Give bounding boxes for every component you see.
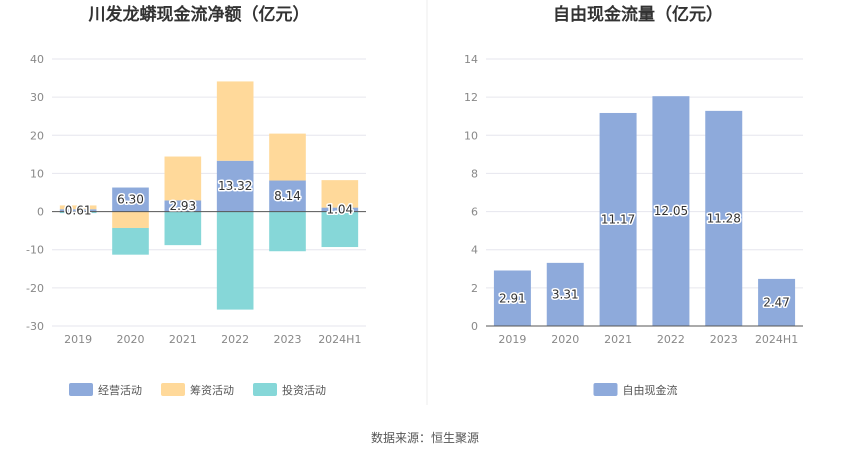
cashflow-bar-经营活动 <box>59 209 97 212</box>
free-cashflow-x-tick: 2024H1 <box>755 333 798 346</box>
free-cashflow-legend-label: 自由现金流 <box>623 383 678 397</box>
free-cashflow-bar-自由现金流 <box>546 262 584 326</box>
cashflow-chart: 川发龙蟒现金流净额（亿元） 40 30 20 10 0 -10 -20 -30 0.61 6.3… <box>26 4 366 397</box>
free-cashflow-bar-自由现金流 <box>599 112 637 327</box>
cashflow-bar-经营活动 <box>112 187 149 212</box>
cashflow-y-tick: 40 <box>30 53 44 66</box>
cashflow-bar-筹资活动 <box>269 133 306 181</box>
cashflow-bar-投资活动 <box>216 211 254 310</box>
free-cashflow-y-tick: 4 <box>471 244 478 257</box>
cashflow-bar-筹资活动 <box>164 156 202 201</box>
cashflow-y-tick: -30 <box>26 320 44 333</box>
cashflow-data-labels: 0.61 6.30 2.93 13.32 8.14 1.04 <box>63 178 354 219</box>
cashflow-bar-经营活动 <box>269 180 306 212</box>
cashflow-y-axis: 40 30 20 10 0 -10 -20 -30 <box>26 53 44 333</box>
cashflow-bar-筹资活动 <box>321 180 359 208</box>
cashflow-y-tick: 20 <box>30 129 44 142</box>
cashflow-bar-投资活动 <box>164 211 202 246</box>
free-cashflow-chart-title: 自由现金流量（亿元） <box>553 4 723 25</box>
cashflow-x-tick: 2022 <box>221 333 249 346</box>
cashflow-x-axis: 2019 2020 2021 2022 2023 2024H1 <box>64 333 361 346</box>
cashflow-y-tick: 0 <box>37 206 44 219</box>
free-cashflow-bar-自由现金流 <box>758 278 796 326</box>
cashflow-data-label: 0.61 <box>65 203 92 217</box>
free-cashflow-y-tick: 12 <box>464 91 478 104</box>
cashflow-x-tick: 2024H1 <box>318 333 361 346</box>
free-cashflow-x-tick: 2021 <box>604 333 632 346</box>
cashflow-data-label: 1.04 <box>326 203 353 217</box>
cashflow-chart-title: 川发龙蟒现金流净额（亿元） <box>88 4 310 25</box>
free-cashflow-bar-自由现金流 <box>493 270 531 326</box>
free-cashflow-data-label: 2.47 <box>763 295 790 309</box>
cashflow-y-tick: -10 <box>26 244 44 257</box>
cashflow-legend-label: 筹资活动 <box>190 383 234 397</box>
free-cashflow-x-tick: 2023 <box>710 333 738 346</box>
cashflow-y-tick: 10 <box>30 167 44 180</box>
cashflow-legend-label: 投资活动 <box>282 383 326 397</box>
free-cashflow-x-tick: 2020 <box>551 333 579 346</box>
free-cashflow-chart: 自由现金流量（亿元） 14 12 10 8 6 4 2 0 2.91 3.31 11.17 12.0… <box>464 4 803 397</box>
cashflow-legend: 经营活动 筹资活动 投资活动 <box>69 383 326 397</box>
cashflow-bar-投资活动 <box>321 211 359 248</box>
cashflow-y-tick: -20 <box>26 282 44 295</box>
free-cashflow-y-tick: 2 <box>471 282 478 295</box>
cashflow-bar-投资活动 <box>59 211 97 214</box>
cashflow-data-label: 8.14 <box>274 189 301 203</box>
cashflow-bar-筹资活动 <box>112 211 149 228</box>
free-cashflow-bar-自由现金流 <box>705 110 743 326</box>
cashflow-legend-swatch <box>161 383 185 396</box>
cashflow-bar-筹资活动 <box>59 205 97 210</box>
cashflow-bar-投资活动 <box>112 227 149 255</box>
cashflow-y-tick: 30 <box>30 91 44 104</box>
free-cashflow-y-tick: 14 <box>464 53 478 66</box>
free-cashflow-y-tick: 8 <box>471 167 478 180</box>
free-cashflow-x-tick: 2022 <box>657 333 685 346</box>
cashflow-bar-经营活动 <box>321 207 359 212</box>
free-cashflow-data-label: 3.31 <box>552 287 579 301</box>
cashflow-bar-筹资活动 <box>216 81 254 161</box>
cashflow-x-tick: 2019 <box>64 333 92 346</box>
cashflow-x-tick: 2023 <box>274 333 302 346</box>
cashflow-x-tick: 2021 <box>169 333 197 346</box>
cashflow-bars <box>59 81 359 310</box>
free-cashflow-data-label: 12.05 <box>654 204 688 218</box>
free-cashflow-grid <box>486 58 803 289</box>
cashflow-data-label: 6.30 <box>117 193 144 207</box>
free-cashflow-legend: 自由现金流 <box>593 383 678 397</box>
free-cashflow-x-tick: 2019 <box>498 333 526 346</box>
free-cashflow-bar-自由现金流 <box>652 96 690 326</box>
free-cashflow-data-labels: 2.91 3.31 11.17 12.05 11.28 2.47 <box>498 203 792 311</box>
free-cashflow-legend-swatch <box>593 383 618 396</box>
cashflow-legend-label: 经营活动 <box>98 383 142 397</box>
cashflow-legend-swatch <box>69 383 93 396</box>
free-cashflow-y-tick: 6 <box>471 206 478 219</box>
cashflow-x-tick: 2020 <box>117 333 145 346</box>
cashflow-grid <box>52 58 366 327</box>
free-cashflow-y-tick: 10 <box>464 129 478 142</box>
cashflow-bar-经营活动 <box>216 160 254 212</box>
free-cashflow-y-tick: 0 <box>471 320 478 333</box>
free-cashflow-bars <box>493 96 796 327</box>
cashflow-legend-swatch <box>253 383 277 396</box>
free-cashflow-y-axis: 14 12 10 8 6 4 2 0 <box>464 53 478 333</box>
free-cashflow-x-axis: 2019 2020 2021 2022 2023 2024H1 <box>498 333 798 346</box>
cashflow-bar-投资活动 <box>269 211 306 252</box>
cashflow-data-label: 13.32 <box>218 179 252 193</box>
cashflow-bar-经营活动 <box>164 200 202 212</box>
free-cashflow-data-label: 11.17 <box>601 212 635 226</box>
cashflow-data-label: 2.93 <box>169 199 196 213</box>
free-cashflow-data-label: 11.28 <box>707 211 741 225</box>
data-source: 数据来源：恒生聚源 <box>371 430 479 445</box>
free-cashflow-data-label: 2.91 <box>499 291 526 305</box>
